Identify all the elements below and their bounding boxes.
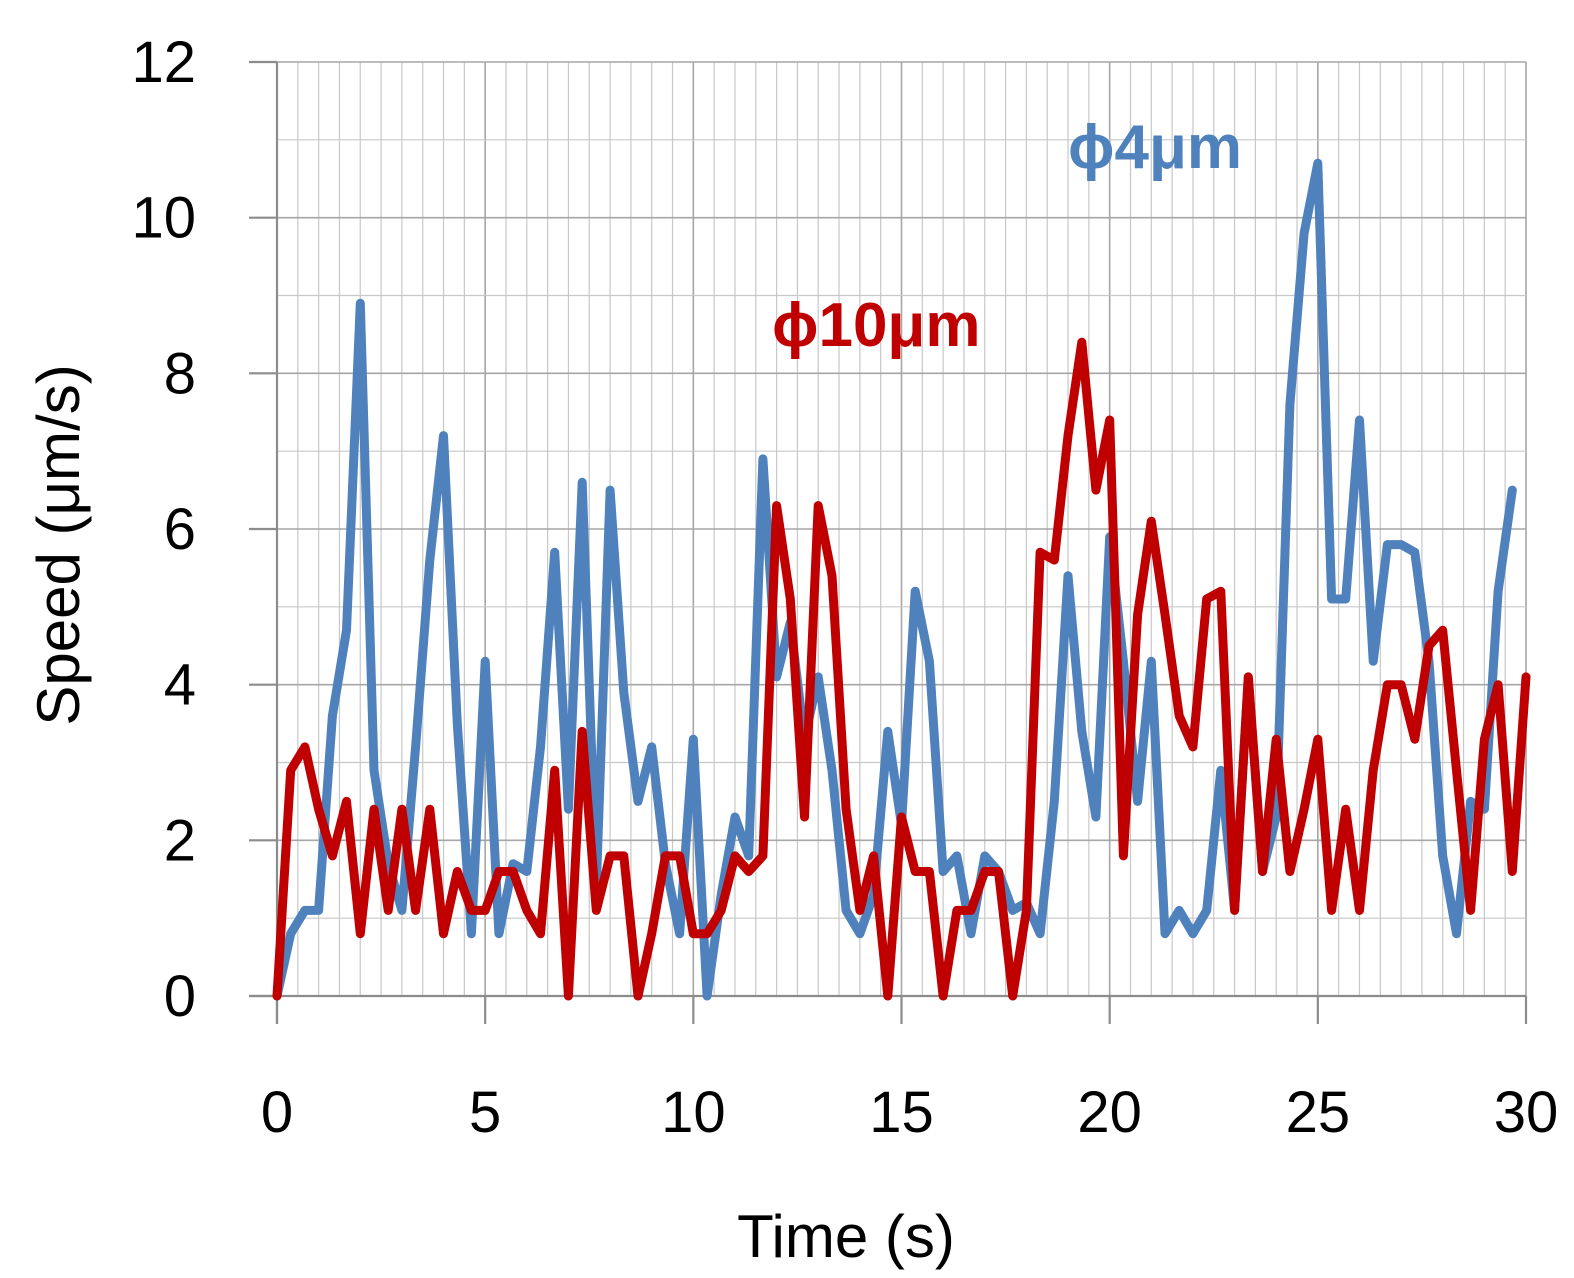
x-tick-label: 15: [869, 1080, 934, 1145]
x-tick-label: 5: [469, 1080, 501, 1145]
y-tick-label: 8: [164, 341, 196, 406]
y-tick-label: 2: [164, 808, 196, 873]
series-label-10um: ϕ10μm: [772, 291, 981, 360]
y-tick-label: 12: [131, 30, 196, 95]
series-line-4um: [272, 158, 1517, 1001]
y-tick-label: 0: [164, 964, 196, 1029]
x-tick-label: 20: [1077, 1080, 1142, 1145]
y-tick-label: 10: [131, 186, 196, 251]
series-lines: [272, 158, 1531, 1001]
series-label-4um: ϕ4μm: [1068, 113, 1242, 182]
x-tick-label: 30: [1494, 1080, 1559, 1145]
x-tick-label: 25: [1286, 1080, 1351, 1145]
labels: 0 5 10 15 20 25 30 0 2 4 6 8 10 12: [131, 30, 1558, 1145]
series-line-10um: [272, 337, 1531, 1001]
x-tick-label: 0: [261, 1080, 293, 1145]
y-tick-label: 4: [164, 653, 196, 718]
x-tick-label: 10: [661, 1080, 726, 1145]
y-axis-title: Speed (μm/s): [25, 364, 92, 725]
x-axis-title: Time (s): [737, 1203, 955, 1270]
y-tick-label: 6: [164, 497, 196, 562]
